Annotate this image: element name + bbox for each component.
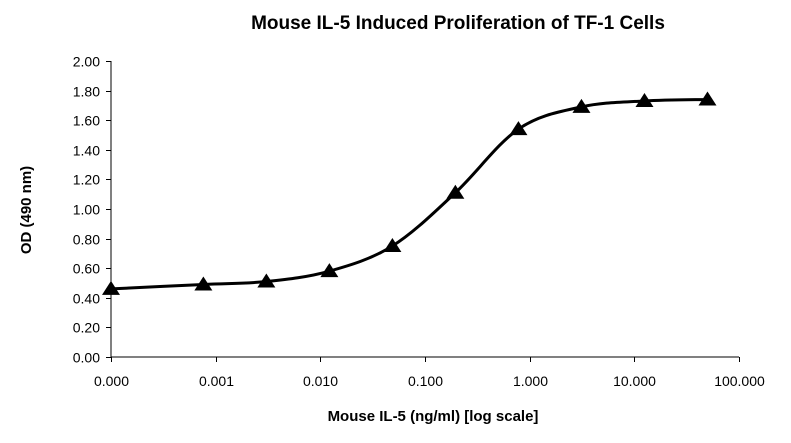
y-tick-label: 0.40 (73, 291, 100, 307)
x-tick-label: 100.000 (714, 373, 765, 389)
data-point-marker (194, 276, 213, 291)
y-tick-label: 0.80 (73, 232, 100, 248)
tick-labels: 0.00 0.20 0.40 0.60 0.80 1.00 1.20 1.40 1.60 1.80… (73, 54, 765, 390)
data-point-marker (446, 184, 465, 199)
y-tick-label: 1.80 (73, 84, 100, 100)
x-tick-label: 0.000 (94, 373, 129, 389)
x-tick-label: 0.001 (199, 373, 234, 389)
y-tick-label: 1.00 (73, 202, 100, 218)
y-tick-label: 1.60 (73, 113, 100, 129)
data-point-marker (383, 238, 402, 252)
y-tick-label: 0.00 (73, 350, 100, 366)
data-point-marker (572, 98, 591, 113)
data-markers (102, 91, 717, 295)
y-tick-label: 1.20 (73, 172, 100, 188)
x-tick-label: 0.100 (408, 373, 443, 389)
y-tick-label: 1.40 (73, 143, 100, 159)
y-tick-label: 0.20 (73, 320, 100, 336)
data-point-marker (698, 91, 717, 106)
data-point-marker (102, 280, 120, 295)
fitted-curve-layer (110, 97, 708, 291)
data-point-marker (509, 121, 528, 136)
x-tick-label: 10.000 (613, 373, 656, 389)
y-tick-label: 0.60 (73, 261, 100, 277)
data-point-marker (635, 92, 654, 107)
data-point-marker (320, 263, 339, 278)
chart-title: Mouse IL-5 Induced Proliferation of TF-1… (251, 13, 665, 34)
data-point-marker (257, 273, 276, 288)
axes (106, 61, 740, 362)
x-tick-label: 0.010 (303, 373, 338, 389)
y-axis-label: OD (490 nm) (18, 166, 35, 254)
fitted-curve (110, 97, 708, 291)
y-tick-label: 2.00 (73, 54, 100, 70)
x-tick-label: 1.000 (513, 373, 548, 389)
x-axis-label: Mouse IL-5 (ng/ml) [log scale] (328, 408, 539, 425)
